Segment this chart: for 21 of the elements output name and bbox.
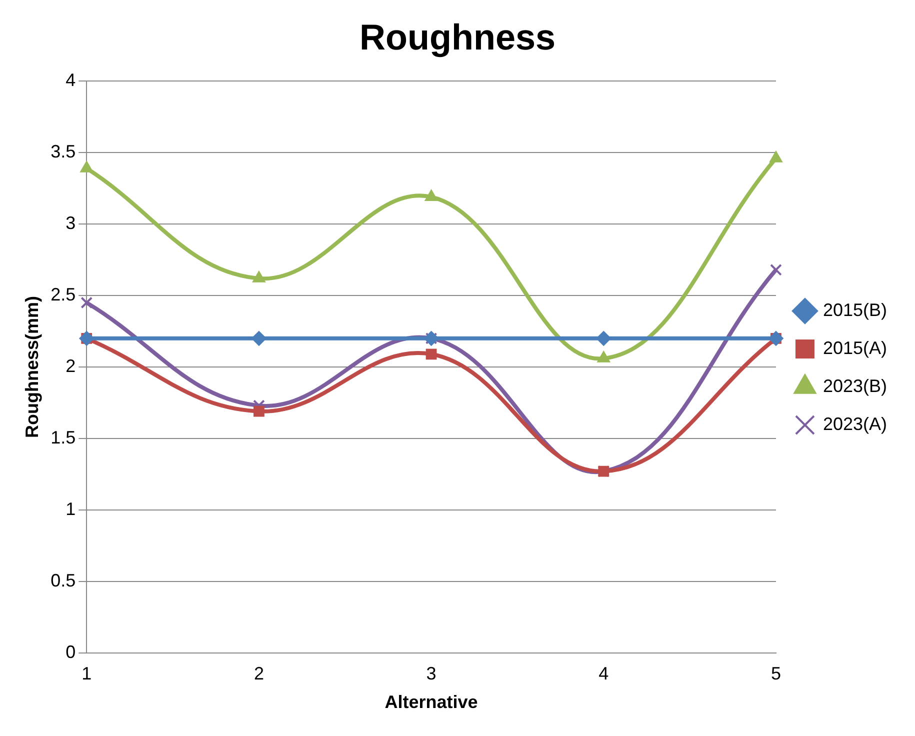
y-tick-label: 2.5 [50,284,76,305]
y-axis-title: Roughness(mm) [22,296,42,438]
y-tick-label: 1.5 [50,427,76,448]
legend-label: 2015(B) [822,300,888,320]
legend-label: 2023(A) [822,414,888,434]
x-tick-label: 3 [426,664,436,684]
x-tick-label: 2 [254,664,264,684]
x-tick-label: 4 [598,664,609,684]
chart-title: Roughness [359,16,556,58]
y-tick-label: 4 [66,70,76,90]
x-axis-title: Alternative [384,692,478,712]
y-tick-label: 2 [66,356,76,376]
legend-label: 2015(A) [822,338,888,358]
y-tick-label: 3.5 [50,142,76,162]
x-tick-label: 1 [82,664,92,684]
legend-label: 2023(B) [822,376,888,396]
y-tick-label: 3 [66,213,76,234]
y-tick-label: 0.5 [50,570,76,590]
y-tick-label: 1 [66,498,76,519]
y-tick-label: 0 [66,642,76,662]
x-tick-label: 5 [770,664,781,684]
